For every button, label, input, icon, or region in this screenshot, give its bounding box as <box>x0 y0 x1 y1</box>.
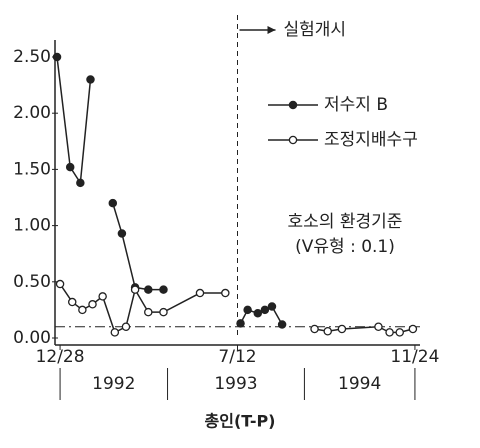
event-label: 실험개시 <box>284 20 347 40</box>
series-line <box>59 283 414 334</box>
x-tick-label: 12/28 <box>36 347 85 367</box>
x-axis-title: 총인(T-P) <box>205 412 276 431</box>
data-point <box>76 178 85 188</box>
data-point <box>159 307 168 317</box>
data-point <box>195 288 205 298</box>
y-tick-label: 1.50 <box>13 159 51 179</box>
y-tick-label: 2.00 <box>13 103 51 123</box>
data-point <box>323 327 332 336</box>
data-point <box>144 285 153 294</box>
data-point <box>67 297 77 307</box>
data-point <box>86 75 95 84</box>
legend-marker <box>288 100 298 110</box>
x-tick-label: 11/24 <box>390 347 439 367</box>
data-point <box>267 302 277 311</box>
data-point <box>243 305 252 315</box>
data-point <box>108 198 118 208</box>
reference-label: 호소의 환경기준 <box>288 212 403 232</box>
data-point <box>55 279 65 289</box>
y-tick-label: 0.00 <box>13 328 51 348</box>
data-point <box>374 322 383 332</box>
event-arrowhead <box>267 26 276 34</box>
data-point <box>65 162 75 172</box>
data-point <box>98 292 107 301</box>
data-point <box>121 322 131 332</box>
x-tick-label: 7/12 <box>218 347 256 367</box>
period-label: 1992 <box>92 374 135 394</box>
data-point <box>110 328 120 337</box>
data-point <box>144 307 153 317</box>
y-tick-label: 0.50 <box>13 272 51 292</box>
data-point <box>130 285 140 294</box>
data-point <box>78 305 87 315</box>
data-point <box>408 324 418 334</box>
data-point <box>395 328 404 337</box>
data-point <box>221 288 230 298</box>
data-point <box>52 52 62 62</box>
legend-label: 조정지배수구 <box>324 130 418 150</box>
y-tick-label: 1.00 <box>13 216 51 236</box>
legend-marker <box>288 135 298 145</box>
data-point <box>117 229 127 238</box>
data-point <box>260 305 270 315</box>
period-label: 1993 <box>214 374 257 394</box>
data-point <box>253 309 263 318</box>
data-point <box>236 319 245 328</box>
y-tick-label: 2.50 <box>13 47 51 67</box>
period-label: 1994 <box>338 374 381 394</box>
data-point <box>310 324 319 334</box>
series-line <box>56 56 283 325</box>
legend-label: 저수지 B <box>324 95 388 115</box>
data-point <box>337 324 347 334</box>
data-point <box>385 328 394 337</box>
data-point <box>88 300 97 309</box>
reference-label: (V유형 : 0.1) <box>295 237 395 257</box>
data-point <box>277 320 287 329</box>
data-point <box>159 285 168 294</box>
